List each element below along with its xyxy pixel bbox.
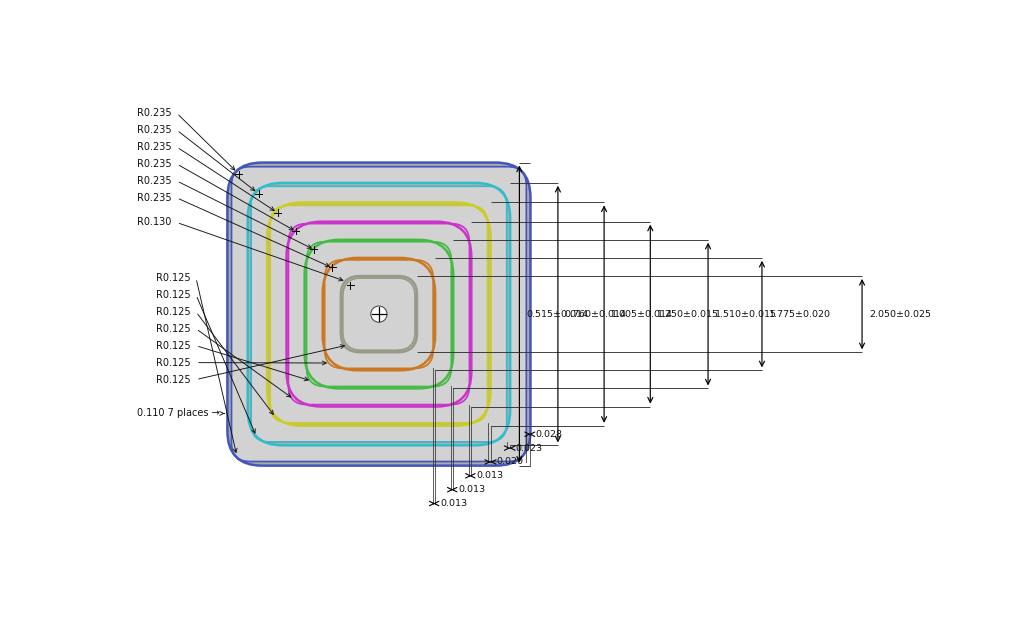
FancyBboxPatch shape: [341, 276, 417, 352]
Text: R0.125: R0.125: [156, 358, 190, 368]
FancyBboxPatch shape: [287, 221, 471, 407]
Text: 0.020: 0.020: [496, 457, 523, 466]
Text: R0.235: R0.235: [137, 108, 171, 118]
Text: R0.125: R0.125: [156, 323, 190, 334]
Text: 0.013: 0.013: [459, 485, 485, 494]
Text: R0.125: R0.125: [156, 307, 190, 317]
FancyBboxPatch shape: [325, 260, 433, 368]
Text: 0.013: 0.013: [440, 499, 468, 508]
Circle shape: [371, 306, 387, 322]
Text: 0.110 7 places →: 0.110 7 places →: [137, 409, 219, 419]
Text: R0.125: R0.125: [156, 290, 190, 300]
FancyBboxPatch shape: [270, 205, 487, 423]
FancyBboxPatch shape: [306, 242, 452, 386]
Text: 0.515±0.014: 0.515±0.014: [526, 310, 589, 318]
FancyBboxPatch shape: [251, 187, 507, 442]
FancyBboxPatch shape: [343, 278, 415, 350]
Text: R0.235: R0.235: [137, 193, 171, 203]
Text: R0.235: R0.235: [137, 159, 171, 169]
FancyBboxPatch shape: [231, 167, 526, 462]
Text: R0.125: R0.125: [156, 273, 190, 283]
Text: 1.775±0.020: 1.775±0.020: [769, 310, 830, 318]
Text: R0.235: R0.235: [137, 125, 171, 135]
Text: 1.005±0.014: 1.005±0.014: [611, 310, 673, 318]
Text: 1.510±0.015: 1.510±0.015: [715, 310, 777, 318]
FancyBboxPatch shape: [267, 203, 490, 425]
FancyBboxPatch shape: [305, 240, 454, 388]
Text: 0.013: 0.013: [477, 471, 504, 480]
Text: 1.250±0.015: 1.250±0.015: [657, 310, 719, 318]
Text: 2.050±0.025: 2.050±0.025: [869, 310, 931, 318]
Text: R0.235: R0.235: [137, 176, 171, 186]
FancyBboxPatch shape: [227, 162, 530, 466]
Text: R0.125: R0.125: [156, 341, 190, 351]
Text: R0.130: R0.130: [137, 218, 171, 228]
Text: 0.023: 0.023: [515, 443, 543, 453]
Text: 0.028: 0.028: [536, 430, 563, 439]
Text: R0.125: R0.125: [156, 374, 190, 384]
Text: 0.760±0.014: 0.760±0.014: [565, 310, 627, 318]
Text: R0.235: R0.235: [137, 142, 171, 152]
FancyBboxPatch shape: [323, 258, 435, 370]
FancyBboxPatch shape: [289, 224, 469, 404]
FancyBboxPatch shape: [248, 183, 510, 445]
